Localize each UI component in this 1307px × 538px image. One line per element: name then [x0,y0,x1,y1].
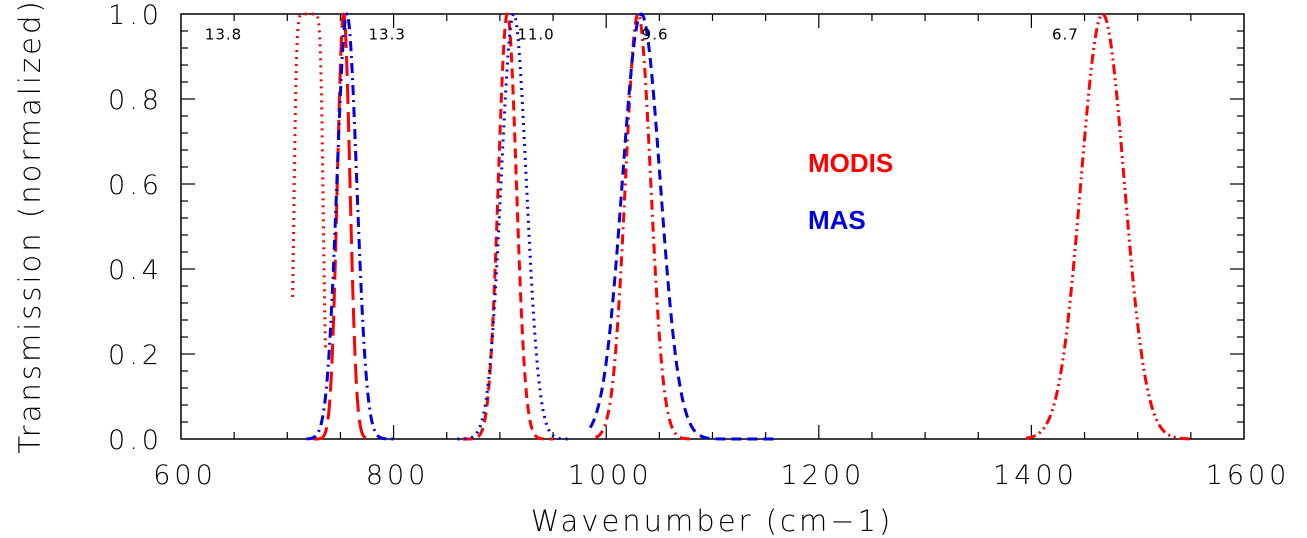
curve-mas-11-0 [456,12,570,441]
curve-modis-13-3 [312,12,374,441]
curve-modis-13-8 [291,12,328,351]
curve-mas-9-6 [588,12,777,441]
x-tick-label: 1600 [1206,460,1291,491]
x-tick-label: 1200 [780,460,865,491]
y-tick-label: 1.0 [108,0,163,31]
x-tick-labels: 600 800 1000 1200 1400 1600 [153,460,1291,491]
legend-label-mas: MAS [808,205,866,235]
band-label: 13.8 [205,26,242,44]
y-tick-label: 0.2 [108,340,163,371]
axis-ticks [181,14,1244,439]
y-tick-label: 0.8 [108,85,163,116]
curve-modis-11-0 [461,12,554,441]
x-tick-label: 600 [153,460,217,491]
band-labels: 13.8 13.3 11.0 9.6 6.7 [205,26,1079,44]
y-tick-label: 0.4 [108,255,163,286]
x-tick-label: 1400 [993,460,1078,491]
curve-mas-13-3 [305,12,395,441]
y-axis-title: Transmission (normalized) [13,0,47,454]
x-axis-title: Wavenumber (cm−1) [531,504,894,538]
band-label: 9.6 [642,26,669,44]
band-label: 11.0 [517,26,554,44]
transmission-curves [291,12,1192,441]
y-tick-labels: 0.0 0.2 0.4 0.6 0.8 1.0 [108,0,163,456]
curve-modis-9-6 [594,12,693,441]
y-tick-label: 0.0 [108,425,163,456]
y-tick-label: 0.6 [108,170,163,201]
legend-label-modis: MODIS [808,148,893,178]
band-label: 6.7 [1052,26,1079,44]
band-label: 13.3 [369,26,406,44]
curve-modis-6-7 [1025,12,1192,441]
x-tick-label: 800 [366,460,430,491]
x-tick-label: 1000 [568,460,653,491]
